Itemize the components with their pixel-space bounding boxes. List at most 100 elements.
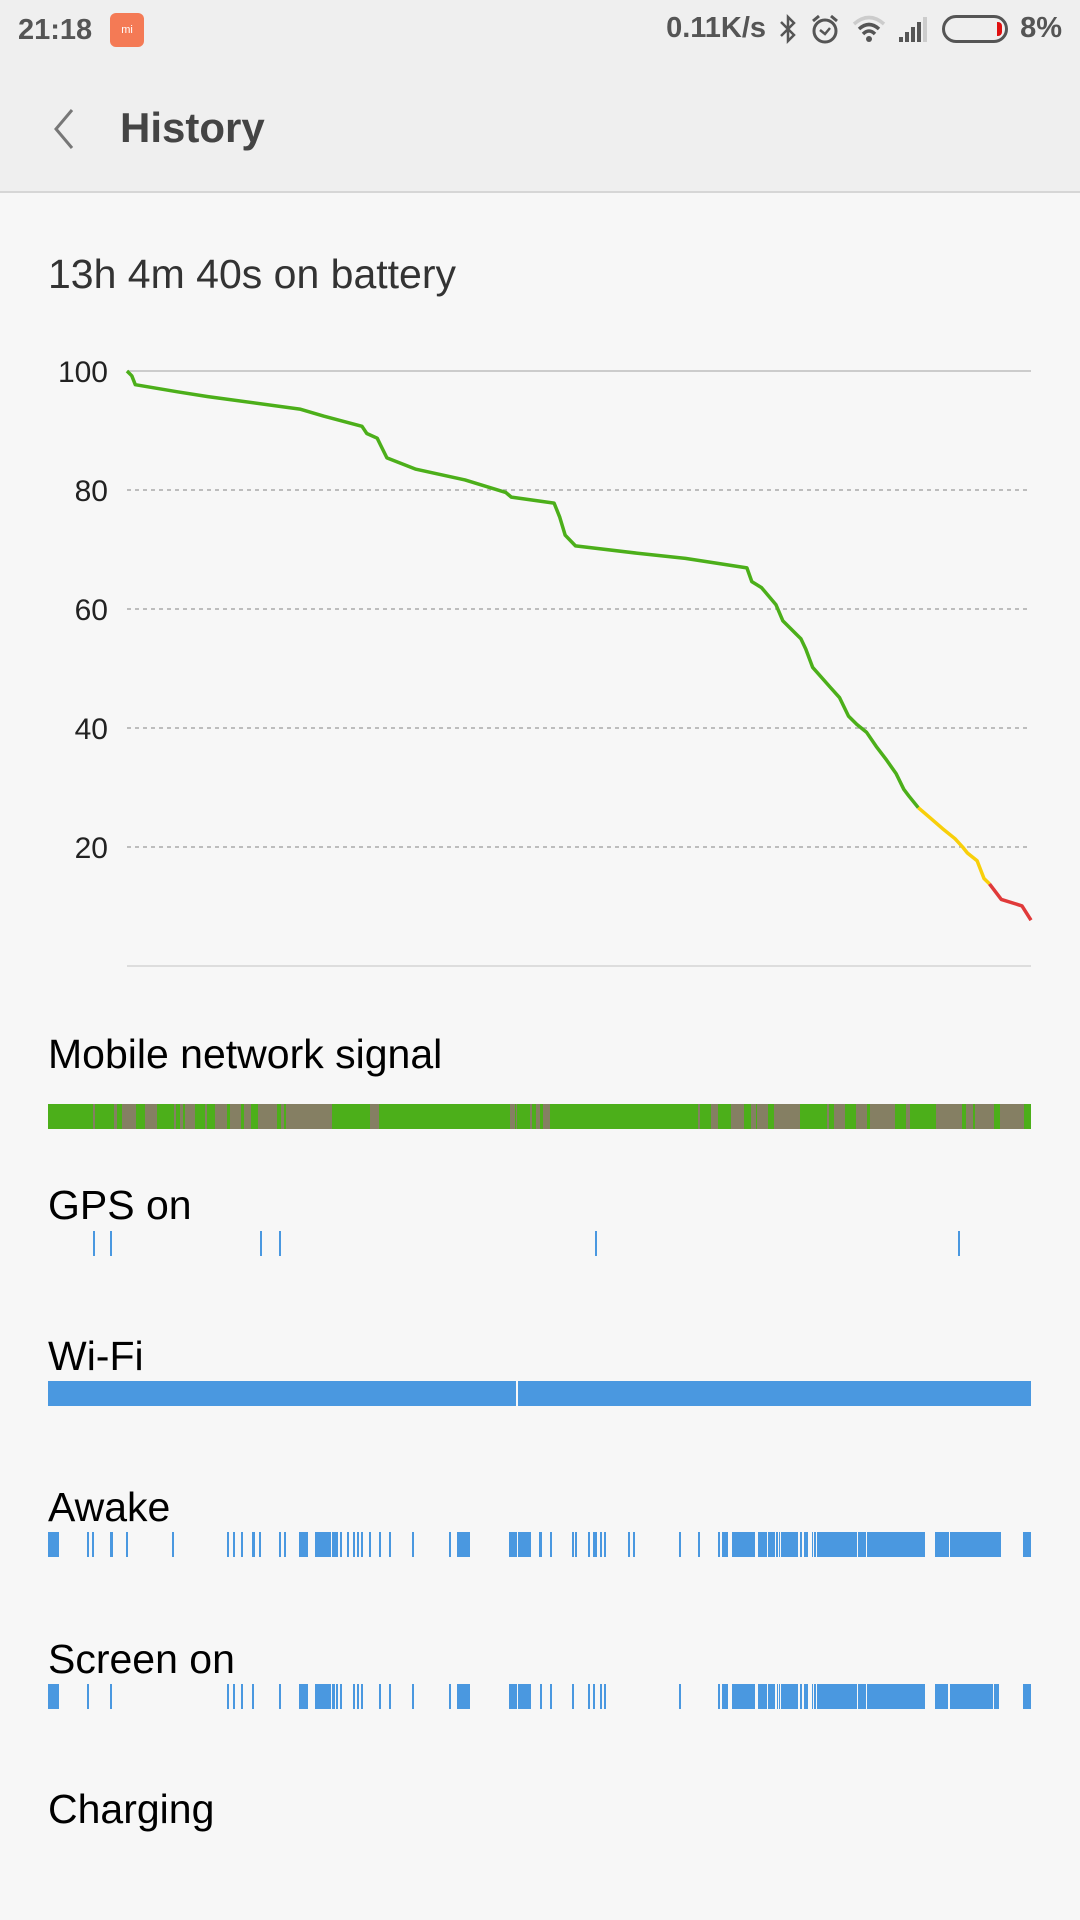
active-segment [233,1684,235,1709]
section-label: Awake [48,1484,171,1530]
mi-icon: mi [110,13,144,47]
active-segment [734,1532,755,1557]
active-segment [698,1532,701,1557]
active-segment [734,1684,755,1709]
active-segment [331,1532,338,1557]
poor-signal-segment [205,1104,208,1129]
poor-signal-segment [145,1104,157,1129]
active-segment [93,1231,95,1256]
active-segment [110,1532,113,1557]
active-segment [799,1684,802,1709]
active-segment [950,1532,1002,1557]
signal-icon [899,16,928,42]
back-button[interactable] [44,104,84,154]
poor-signal-segment [516,1104,518,1129]
poor-signal-segment [535,1104,540,1129]
poor-signal-segment [370,1104,380,1129]
active-segment [241,1532,244,1557]
battery-chart: 100 80 60 40 20 [58,356,1033,967]
poor-signal-segment [905,1104,910,1129]
poor-signal-segment [285,1104,332,1129]
active-segment [776,1684,779,1709]
active-segment [284,1532,287,1557]
active-segment [867,1532,926,1557]
net-speed: 0.11K/s [666,12,767,44]
active-segment [353,1532,356,1557]
active-segment [817,1684,857,1709]
y-tick-label: 40 [75,713,108,746]
active-segment [628,1532,631,1557]
active-segment [758,1532,767,1557]
active-segment [389,1684,392,1709]
battery-duration: 13h 4m 40s on battery [48,251,456,297]
active-segment [227,1532,230,1557]
poor-signal-segment [174,1104,176,1129]
active-segment [110,1231,112,1256]
active-segment [778,1532,781,1557]
active-segment [389,1532,392,1557]
timeline-screen-on [48,1684,1031,1709]
timeline-charging [48,1834,1031,1859]
active-segment [360,1532,363,1557]
status-bar: 21:18 mi 0.11K/s 8% [0,0,1080,64]
y-tick-label: 100 [58,356,108,389]
active-segment [279,1231,281,1256]
active-segment [595,1231,597,1256]
active-segment [588,1532,591,1557]
active-segment [600,1684,603,1709]
poor-signal-segment [113,1104,118,1129]
poor-signal-segment [713,1104,718,1129]
poor-signal-segment [774,1104,800,1129]
poor-signal-segment [711,1104,713,1129]
active-segment [572,1532,574,1557]
timeline-gps-on [48,1231,1031,1256]
active-segment [233,1532,235,1557]
active-segment [768,1684,776,1709]
battery-percent: 8% [1020,12,1062,44]
poor-signal-segment [757,1104,769,1129]
active-segment [867,1684,926,1709]
active-segment [251,1684,254,1709]
clock: 21:18 [18,14,93,46]
active-segment [251,1532,256,1557]
timeline-awake [48,1532,1031,1557]
active-segment [804,1532,808,1557]
active-segment [347,1532,350,1557]
poor-signal-segment [229,1104,242,1129]
active-segment [48,1532,59,1557]
poor-signal-segment [281,1104,285,1129]
active-segment [539,1684,542,1709]
poor-signal-segment [827,1104,830,1129]
active-segment [314,1684,331,1709]
active-segment [369,1532,372,1557]
active-segment [550,1532,552,1557]
active-segment [517,1532,532,1557]
active-segment [379,1532,382,1557]
active-segment [357,1532,360,1557]
active-segment [126,1532,129,1557]
battery-line-segment [917,806,991,886]
active-segment [48,1381,516,1406]
poor-signal-segment [1000,1104,1025,1129]
active-segment [758,1684,767,1709]
active-segment [781,1532,799,1557]
active-segment [588,1684,591,1709]
page-title: History [120,104,265,151]
poor-signal-segment [869,1104,896,1129]
active-segment [539,1532,542,1557]
active-segment [360,1684,363,1709]
bluetooth-icon [780,13,796,44]
poor-signal-segment [966,1104,974,1129]
active-segment [449,1532,452,1557]
active-segment [340,1532,343,1557]
active-segment [449,1684,452,1709]
active-segment [48,1684,59,1709]
active-segment [1023,1684,1031,1709]
poor-signal-segment [750,1104,756,1129]
active-segment [722,1684,729,1709]
poor-signal-segment [529,1104,532,1129]
active-segment [857,1532,866,1557]
active-segment [509,1532,517,1557]
active-segment [811,1684,814,1709]
active-segment [227,1684,230,1709]
